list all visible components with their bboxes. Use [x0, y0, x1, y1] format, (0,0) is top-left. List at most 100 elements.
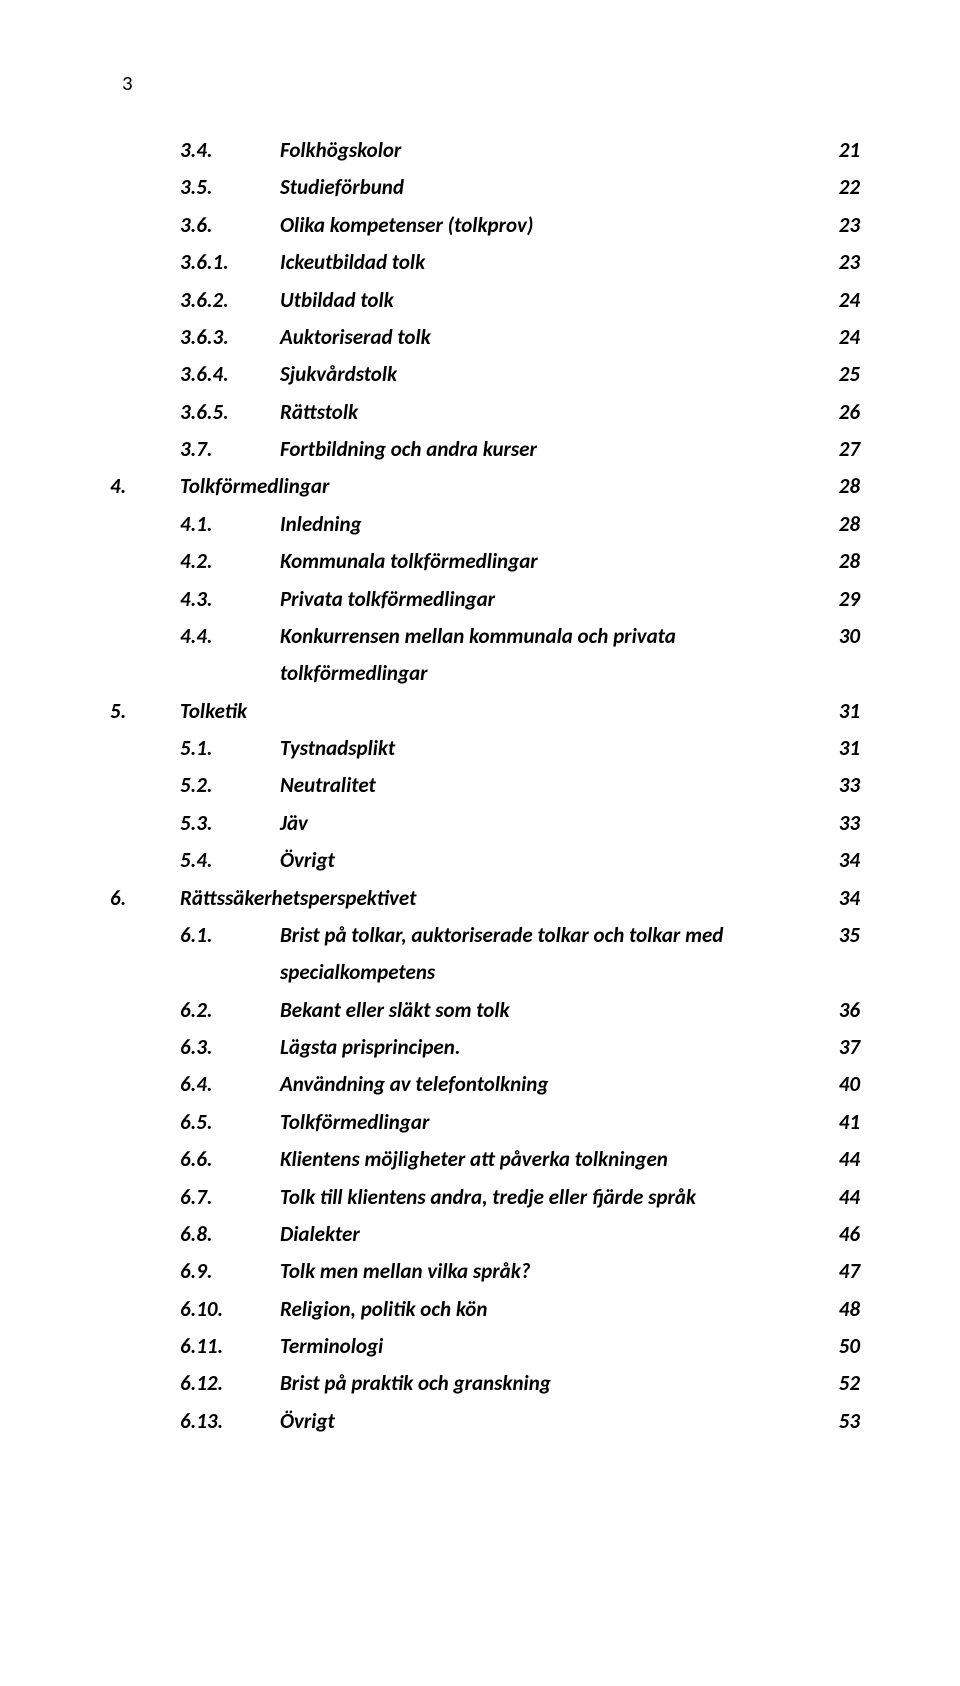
- toc-entry-title: Tystnadsplikt: [280, 730, 820, 767]
- toc-entry-page: 52: [820, 1365, 860, 1402]
- toc-entry-number: 3.6.: [180, 207, 280, 244]
- toc-entry-number: 6.5.: [180, 1104, 280, 1141]
- toc-entry-number: 5.2.: [180, 767, 280, 804]
- toc-entry-number: 3.5.: [180, 169, 280, 206]
- toc-entry-page: 27: [820, 431, 860, 468]
- toc-entry: 3.6.4.Sjukvårdstolk25: [110, 356, 860, 393]
- toc-entry-number: 3.6.2.: [180, 282, 280, 319]
- toc-entry-title: Kommunala tolkförmedlingar: [280, 543, 820, 580]
- toc-entry-title: Studieförbund: [280, 169, 820, 206]
- toc-entry-page: 44: [820, 1141, 860, 1178]
- toc-entry-page: 28: [820, 468, 860, 505]
- toc-entry: 6.10.Religion, politik och kön48: [110, 1291, 860, 1328]
- toc-entry-page: 23: [820, 244, 860, 281]
- toc-entry-title: Tolkförmedlingar: [180, 468, 820, 505]
- toc-entry: 3.4.Folkhögskolor21: [110, 132, 860, 169]
- toc-entry-page: 24: [820, 282, 860, 319]
- toc-entry: 3.6.Olika kompetenser (tolkprov)23: [110, 207, 860, 244]
- toc-entry-number: 6.: [110, 880, 180, 917]
- toc-entry-title: Konkurrensen mellan kommunala och privat…: [280, 618, 820, 655]
- toc-entry-number: 6.4.: [180, 1066, 280, 1103]
- toc-entry-number: 4.2.: [180, 543, 280, 580]
- table-of-contents: 3.4.Folkhögskolor213.5.Studieförbund223.…: [110, 132, 860, 1440]
- toc-entry-page: 29: [820, 581, 860, 618]
- toc-entry-title: Neutralitet: [280, 767, 820, 804]
- toc-entry-number: 6.9.: [180, 1253, 280, 1290]
- toc-entry-number: 3.4.: [180, 132, 280, 169]
- toc-entry-number: 3.6.4.: [180, 356, 280, 393]
- toc-entry-title: Sjukvårdstolk: [280, 356, 820, 393]
- toc-entry-number: 5.3.: [180, 805, 280, 842]
- toc-entry-page: 30: [820, 618, 860, 655]
- toc-entry-title: Bekant eller släkt som tolk: [280, 992, 820, 1029]
- toc-entry-title: Terminologi: [280, 1328, 820, 1365]
- toc-entry-number: 3.6.3.: [180, 319, 280, 356]
- toc-entry: 3.7.Fortbildning och andra kurser27: [110, 431, 860, 468]
- toc-entry-number: 6.2.: [180, 992, 280, 1029]
- toc-entry-number: 5.4.: [180, 842, 280, 879]
- toc-entry-title: Ickeutbildad tolk: [280, 244, 820, 281]
- toc-entry: 6.3.Lägsta prisprincipen.37: [110, 1029, 860, 1066]
- toc-entry: 4.2.Kommunala tolkförmedlingar28: [110, 543, 860, 580]
- toc-entry-number: 5.1.: [180, 730, 280, 767]
- toc-entry-page: 36: [820, 992, 860, 1029]
- toc-entry-number: 6.7.: [180, 1179, 280, 1216]
- toc-entry: 6.9.Tolk men mellan vilka språk?47: [110, 1253, 860, 1290]
- toc-entry-title: Folkhögskolor: [280, 132, 820, 169]
- toc-entry-title: Dialekter: [280, 1216, 820, 1253]
- toc-entry-page: 22: [820, 169, 860, 206]
- toc-entry-number: 3.7.: [180, 431, 280, 468]
- page-number: 3: [122, 70, 860, 96]
- toc-entry-number: 3.6.5.: [180, 394, 280, 431]
- toc-entry-title: Inledning: [280, 506, 820, 543]
- toc-entry-page: 34: [820, 880, 860, 917]
- toc-entry-page: 25: [820, 356, 860, 393]
- document-page: 3 3.4.Folkhögskolor213.5.Studieförbund22…: [0, 0, 960, 1510]
- toc-entry-title: Fortbildning och andra kurser: [280, 431, 820, 468]
- toc-entry-title: Tolketik: [180, 693, 820, 730]
- toc-entry-title: Rättssäkerhetsperspektivet: [180, 880, 820, 917]
- toc-entry-page: 53: [820, 1403, 860, 1440]
- toc-entry-page: 41: [820, 1104, 860, 1141]
- toc-entry-title: Utbildad tolk: [280, 282, 820, 319]
- toc-entry: 5.Tolketik31: [110, 693, 860, 730]
- toc-entry-number: 4.3.: [180, 581, 280, 618]
- toc-entry-title: Jäv: [280, 805, 820, 842]
- toc-entry: 5.1.Tystnadsplikt31: [110, 730, 860, 767]
- toc-entry-page: 21: [820, 132, 860, 169]
- toc-entry-title: Brist på tolkar, auktoriserade tolkar oc…: [280, 917, 820, 954]
- toc-entry-number: 4.4.: [180, 618, 280, 655]
- toc-entry: 6.6.Klientens möjligheter att påverka to…: [110, 1141, 860, 1178]
- toc-entry-title: Övrigt: [280, 842, 820, 879]
- toc-entry: 5.3.Jäv33: [110, 805, 860, 842]
- toc-entry: 3.6.2.Utbildad tolk24: [110, 282, 860, 319]
- toc-entry-page: 44: [820, 1179, 860, 1216]
- toc-entry-title: Brist på praktik och granskning: [280, 1365, 820, 1402]
- toc-entry: 6.2.Bekant eller släkt som tolk36: [110, 992, 860, 1029]
- toc-entry-title: Övrigt: [280, 1403, 820, 1440]
- toc-entry-title: Tolkförmedlingar: [280, 1104, 820, 1141]
- toc-entry: 6.7.Tolk till klientens andra, tredje el…: [110, 1179, 860, 1216]
- toc-entry: 6.11.Terminologi50: [110, 1328, 860, 1365]
- toc-entry-title: Olika kompetenser (tolkprov): [280, 207, 820, 244]
- toc-entry-page: 31: [820, 693, 860, 730]
- toc-entry-title: Tolk men mellan vilka språk?: [280, 1253, 820, 1290]
- toc-entry-number: 6.1.: [180, 917, 280, 954]
- toc-entry-page: 47: [820, 1253, 860, 1290]
- toc-entry: 3.6.5.Rättstolk26: [110, 394, 860, 431]
- toc-entry: 4.1.Inledning28: [110, 506, 860, 543]
- toc-entry-page: 34: [820, 842, 860, 879]
- toc-entry: 6.4.Användning av telefontolkning40: [110, 1066, 860, 1103]
- toc-entry-page: 24: [820, 319, 860, 356]
- toc-entry-page: 33: [820, 805, 860, 842]
- toc-entry-page: 40: [820, 1066, 860, 1103]
- toc-entry: 3.6.3.Auktoriserad tolk24: [110, 319, 860, 356]
- toc-entry-number: 6.11.: [180, 1328, 280, 1365]
- toc-entry-number: 6.6.: [180, 1141, 280, 1178]
- toc-entry: 6.Rättssäkerhetsperspektivet34: [110, 880, 860, 917]
- toc-entry-title: Rättstolk: [280, 394, 820, 431]
- toc-entry: 4.3.Privata tolkförmedlingar29: [110, 581, 860, 618]
- toc-entry-number: 6.10.: [180, 1291, 280, 1328]
- toc-entry: 4.4.Konkurrensen mellan kommunala och pr…: [110, 618, 860, 655]
- toc-entry-number: 3.6.1.: [180, 244, 280, 281]
